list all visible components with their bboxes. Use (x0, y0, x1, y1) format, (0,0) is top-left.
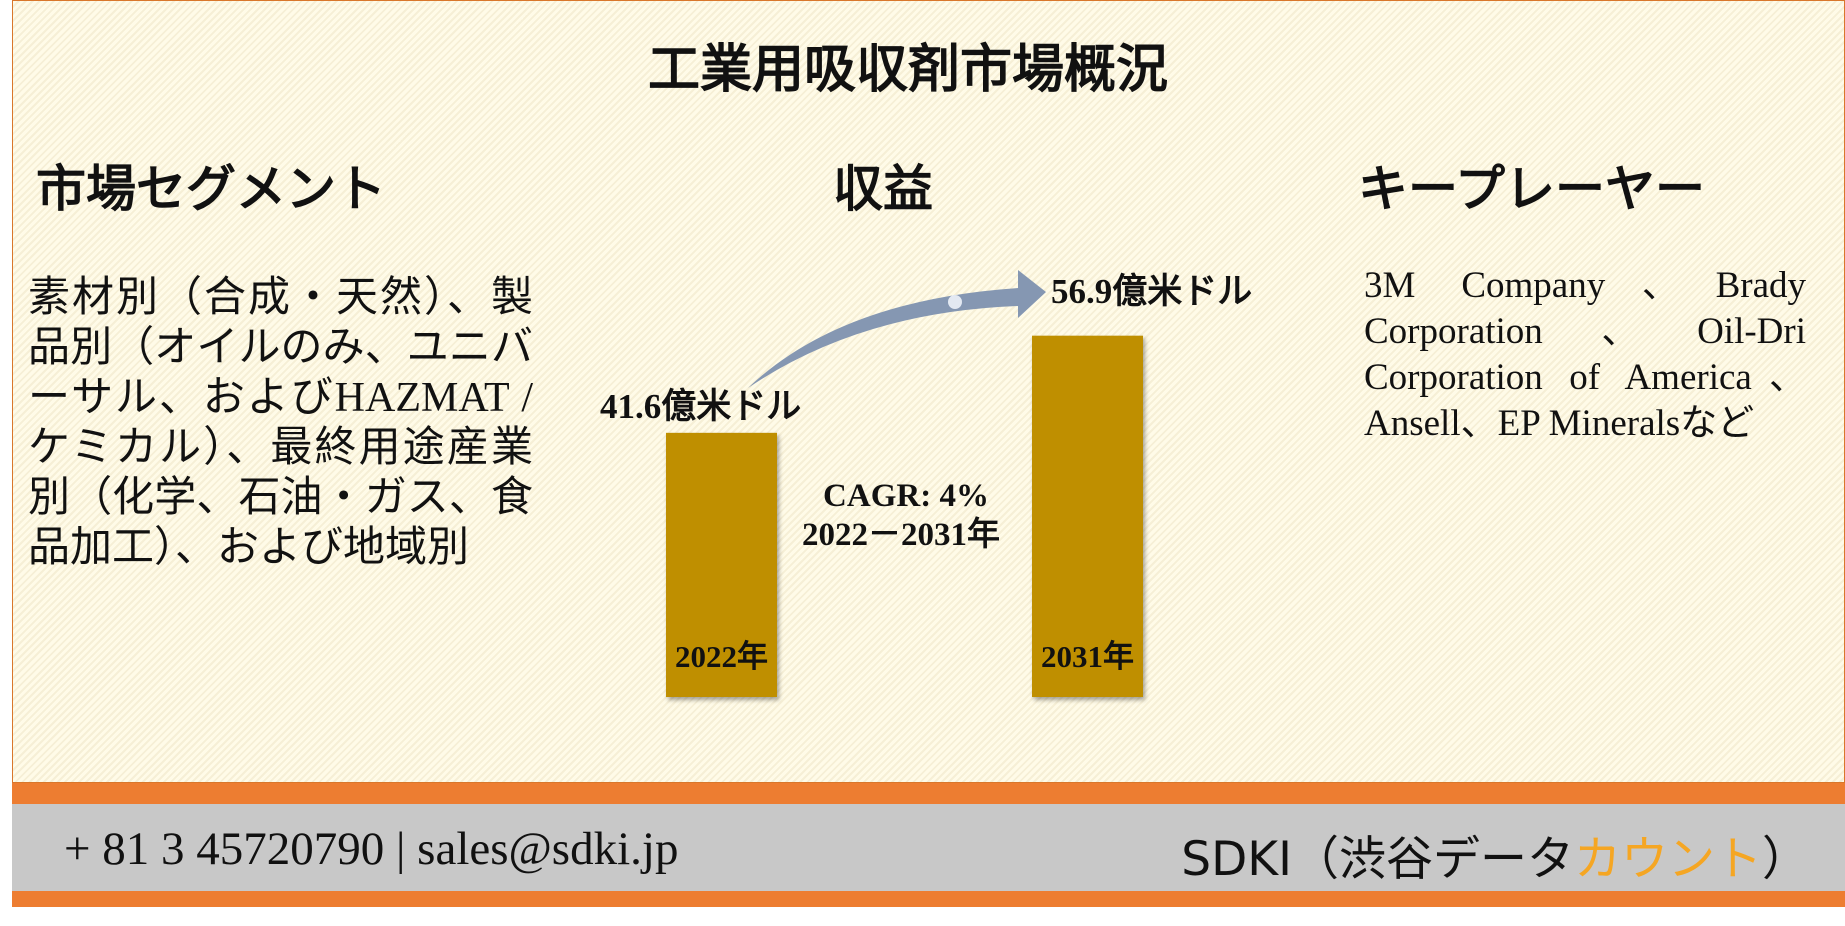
value-label: 41.6億米ドル (600, 387, 801, 426)
year-label: 2022年 (675, 639, 768, 674)
footer: + 81 3 45720790 | sales@sdki.jp SDKI（渋谷デ… (12, 804, 1845, 891)
footer-band (12, 783, 1845, 804)
contact: + 81 3 45720790 | sales@sdki.jp (64, 823, 679, 875)
brand-highlight: カウント (1574, 832, 1762, 887)
arrow-dot (948, 295, 962, 309)
bar (666, 432, 777, 697)
brand: SDKI（渋谷データカウント） (1181, 820, 1809, 889)
players-text: 3M Company、Brady Corporation、Oil-Dri Cor… (1364, 265, 1806, 444)
panel: 工業用吸収剤市場概況 市場セグメント 収益 キープレーヤー 素材別（合成・天然）… (12, 0, 1845, 783)
footer-band (12, 891, 1845, 907)
cagr-period: 2022－2031年 (802, 516, 1000, 553)
cagr: CAGR: 4% (823, 478, 989, 514)
brand-prefix: SDKI（渋谷データ (1181, 832, 1574, 887)
title: 工業用吸収剤市場概況 (647, 42, 1168, 99)
bar (1032, 335, 1143, 697)
players-title: キープレーヤー (1358, 161, 1705, 217)
segment-title: 市場セグメント (36, 161, 386, 217)
year-label: 2031年 (1041, 639, 1134, 674)
segments-text: 素材別（合成・天然）、製品別（オイルのみ、ユニバーサル、およびHAZMAT /ケ… (28, 275, 533, 571)
revenue-chart: 2022年 41.6億米ドル 2031年 56.9億米ドル CAGR: 4%2022－2… (600, 270, 1252, 697)
revenue-title: 収益 (833, 161, 933, 217)
value-label: 56.9億米ドル (1051, 272, 1252, 311)
growth-arrow (748, 270, 1046, 388)
brand-suffix: ） (1762, 832, 1809, 887)
